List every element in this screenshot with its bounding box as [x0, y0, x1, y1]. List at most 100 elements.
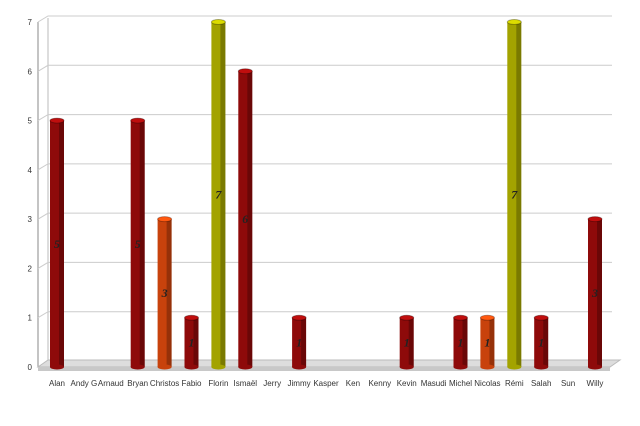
x-tick-label: Rémi: [505, 379, 524, 388]
x-tick-label: Kasper: [313, 379, 339, 388]
x-tick-label: Alan: [49, 379, 65, 388]
bar-top: [453, 314, 468, 321]
bar-shade: [489, 317, 495, 367]
data-label: 6: [242, 212, 248, 226]
bar-shade: [59, 120, 64, 367]
bar-shade: [247, 71, 253, 368]
x-tick-label: Michel: [449, 379, 472, 388]
data-label: 7: [511, 188, 518, 202]
bar-shade: [301, 317, 307, 367]
y-tick-label: 5: [28, 117, 33, 126]
x-tick-label: Jerry: [263, 379, 281, 388]
bar: [453, 317, 468, 367]
data-label: 1: [484, 335, 490, 349]
bar-top: [587, 216, 603, 223]
x-tick-label: Florin: [208, 379, 228, 388]
bar-bottom: [588, 364, 602, 370]
bar-shade: [408, 317, 414, 367]
x-tick-label: Sun: [561, 379, 575, 388]
y-tick-label: 2: [28, 264, 33, 273]
bar: [211, 22, 226, 367]
gridline: [37, 212, 612, 220]
x-tick-label: Nicolas: [474, 379, 500, 388]
x-tick-label: Willy: [587, 379, 604, 388]
bar-top: [184, 314, 199, 321]
floor: [36, 359, 622, 368]
data-label: 7: [215, 188, 222, 202]
bar-shade: [516, 22, 522, 367]
x-tick-label: Ismaël: [234, 379, 258, 388]
bar-shade: [220, 22, 226, 367]
bar-top: [210, 19, 226, 25]
bar: [238, 71, 253, 368]
data-label: 1: [189, 335, 195, 349]
bar-bottom: [507, 364, 522, 370]
bar-bottom: [292, 364, 307, 370]
bar-top: [506, 19, 522, 25]
x-tick-label: Salah: [531, 379, 551, 388]
x-tick-label: Jimmy: [288, 379, 311, 388]
x-tick-label: Ken: [346, 379, 360, 388]
bar: [50, 120, 64, 367]
bar-top: [237, 68, 253, 75]
data-label: 5: [54, 237, 60, 251]
x-tick-label: Bryan: [127, 379, 148, 388]
bar: [130, 120, 145, 367]
bar-shade: [462, 317, 468, 367]
bar-shade: [597, 219, 602, 367]
bar: [480, 317, 495, 367]
x-tick-label: Christos: [150, 379, 179, 388]
x-tick-label: Kevin: [397, 379, 417, 388]
bar-bottom: [399, 364, 414, 370]
bar-shade: [193, 317, 199, 367]
data-label: 1: [296, 335, 302, 349]
y-tick-label: 7: [28, 18, 33, 27]
bar: [588, 219, 602, 367]
bar: [184, 317, 199, 367]
data-label: 1: [538, 335, 544, 349]
y-tick-label: 0: [28, 363, 33, 372]
bar-bottom: [211, 364, 226, 370]
x-tick-label: Arnaud: [98, 379, 124, 388]
data-label: 1: [404, 335, 410, 349]
bar-bottom: [50, 364, 64, 370]
bar-bottom: [184, 364, 199, 370]
x-tick-label: Fabio: [181, 379, 202, 388]
bar-bottom: [130, 364, 145, 370]
floor-edge: [38, 367, 610, 371]
bar-top: [130, 117, 146, 124]
bar-top: [157, 216, 173, 223]
bar-shade: [543, 317, 549, 367]
data-label: 3: [591, 286, 598, 300]
bar-bottom: [453, 364, 468, 370]
bar-top: [49, 117, 65, 124]
bar: [507, 22, 522, 367]
bar: [534, 317, 549, 367]
bar: [399, 317, 414, 367]
y-tick-label: 6: [28, 67, 33, 76]
bar-bottom: [480, 364, 495, 370]
x-tick-label: Kenny: [368, 379, 391, 388]
y-tick-label: 4: [28, 166, 33, 175]
data-label: 5: [135, 237, 141, 251]
bar-shade: [139, 120, 145, 367]
data-label: 3: [161, 286, 168, 300]
bar-top: [533, 314, 549, 321]
bar-top: [291, 314, 307, 321]
bar: [157, 219, 172, 367]
gridline: [37, 261, 612, 269]
bar-bottom: [157, 364, 172, 370]
y-tick-label: 3: [28, 215, 33, 224]
gridline: [37, 311, 612, 319]
x-tick-label: Masudi: [421, 379, 447, 388]
bar-shade: [166, 219, 172, 367]
gridline: [37, 15, 612, 23]
bar-bottom: [238, 364, 253, 370]
bar-top: [479, 314, 495, 321]
bar: [292, 317, 307, 367]
y-tick-label: 1: [28, 314, 33, 323]
gridline: [37, 163, 612, 171]
gridline: [37, 64, 612, 72]
data-label: 1: [458, 335, 464, 349]
